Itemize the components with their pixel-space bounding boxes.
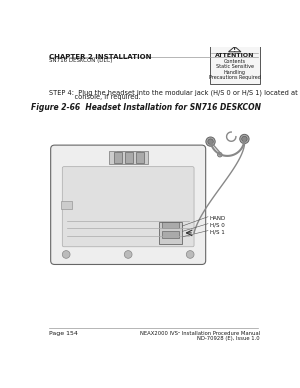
Circle shape <box>62 251 70 258</box>
Circle shape <box>208 139 213 144</box>
Text: Static Sensitive: Static Sensitive <box>216 64 254 69</box>
Text: Page 154: Page 154 <box>49 331 78 336</box>
Text: !: ! <box>233 47 236 53</box>
Polygon shape <box>229 47 241 52</box>
Circle shape <box>242 136 247 142</box>
Text: CHAPTER 2 INSTALLATION: CHAPTER 2 INSTALLATION <box>49 54 152 60</box>
Text: H/S 1: H/S 1 <box>210 230 224 235</box>
FancyBboxPatch shape <box>210 43 260 83</box>
Circle shape <box>186 251 194 258</box>
Bar <box>114 152 122 163</box>
Bar <box>116 151 140 158</box>
Text: Contents: Contents <box>224 59 246 64</box>
Text: SN716 DESKCON (DLC): SN716 DESKCON (DLC) <box>49 58 112 63</box>
FancyBboxPatch shape <box>51 145 206 265</box>
Text: ND-70928 (E), Issue 1.0: ND-70928 (E), Issue 1.0 <box>197 336 260 341</box>
Text: H/S 0: H/S 0 <box>210 223 224 228</box>
Text: ATTENTION: ATTENTION <box>215 53 254 58</box>
Bar <box>125 152 133 163</box>
Circle shape <box>206 137 215 146</box>
Text: NEAX2000 IVS² Installation Procedure Manual: NEAX2000 IVS² Installation Procedure Man… <box>140 331 260 336</box>
FancyBboxPatch shape <box>159 222 182 244</box>
Text: Handling: Handling <box>224 69 246 74</box>
Text: STEP 4:  Plug the headset into the modular jack (H/S 0 or H/S 1) located at the : STEP 4: Plug the headset into the modula… <box>49 90 300 96</box>
Bar <box>162 231 179 237</box>
Bar <box>61 201 72 209</box>
Text: Precautions Required: Precautions Required <box>209 75 261 80</box>
Text: HAND: HAND <box>210 216 226 221</box>
FancyBboxPatch shape <box>109 151 148 165</box>
Text: Figure 2-66  Headset Installation for SN716 DESKCON: Figure 2-66 Headset Installation for SN7… <box>31 103 261 112</box>
Circle shape <box>124 251 132 258</box>
Text: console, if required.: console, if required. <box>49 94 141 100</box>
Circle shape <box>218 152 222 157</box>
FancyBboxPatch shape <box>62 167 194 247</box>
Circle shape <box>240 134 249 144</box>
Bar <box>136 152 144 163</box>
Bar <box>162 222 179 228</box>
